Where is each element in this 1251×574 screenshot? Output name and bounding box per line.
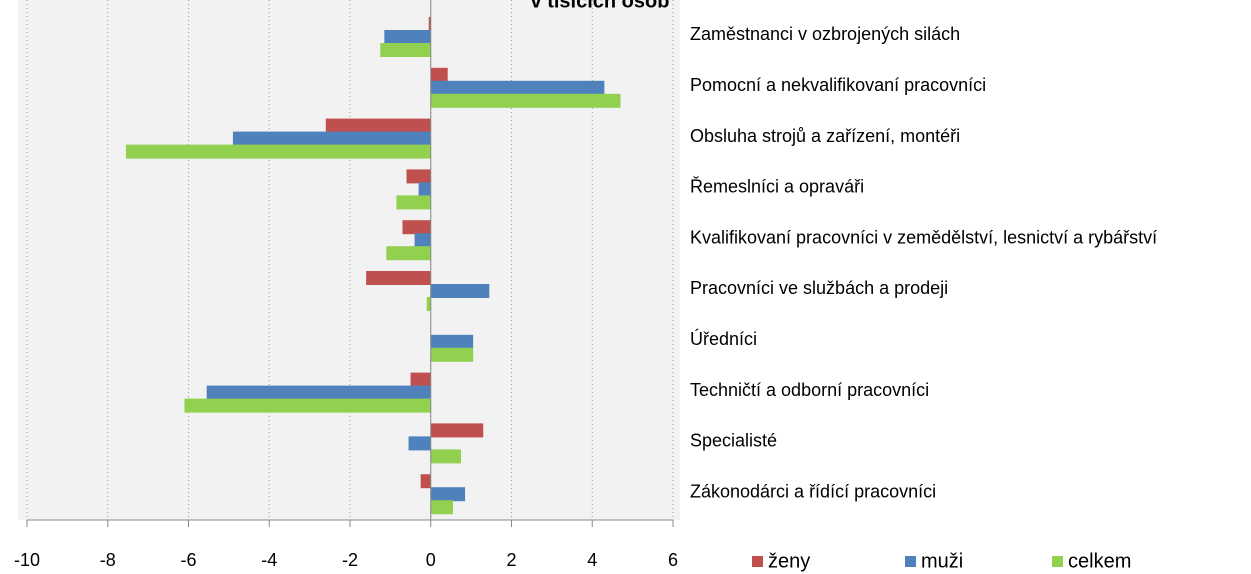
- bar: [406, 169, 431, 184]
- category-label: Obsluha strojů a zařízení, montéři: [690, 126, 960, 146]
- category-label: Úředníci: [690, 328, 757, 349]
- bar: [402, 220, 431, 235]
- x-tick-label: -10: [14, 550, 40, 570]
- bar: [430, 334, 474, 349]
- bar: [206, 385, 431, 400]
- category-label: Kvalifikovaní pracovníci v zemědělství, …: [690, 227, 1157, 247]
- legend-label: celkem: [1068, 550, 1131, 572]
- x-tick-label: 0: [426, 550, 436, 570]
- bar: [410, 372, 431, 387]
- x-tick-label: -6: [180, 550, 196, 570]
- category-label: Zaměstnanci v ozbrojených silách: [690, 24, 960, 44]
- x-tick-label: 4: [587, 550, 597, 570]
- x-tick-label: -4: [261, 550, 277, 570]
- plot-background: [18, 0, 680, 520]
- category-label: Pracovníci ve službách a prodeji: [690, 278, 948, 298]
- legend-swatch: [1052, 556, 1063, 567]
- bar: [430, 67, 448, 82]
- bar: [430, 500, 453, 515]
- category-label: Pomocní a nekvalifikovaní pracovníci: [690, 75, 986, 95]
- legend-swatch: [905, 556, 916, 567]
- x-tick-label: 2: [506, 550, 516, 570]
- bar: [325, 118, 431, 133]
- legend-swatch: [752, 556, 763, 567]
- bar: [418, 182, 431, 197]
- bar: [430, 284, 490, 298]
- bar: [414, 233, 431, 248]
- x-tick-label: -8: [100, 550, 116, 570]
- bar: [428, 17, 431, 31]
- bar: [184, 398, 431, 413]
- x-tick-label: -2: [342, 550, 358, 570]
- bar: [430, 347, 474, 362]
- category-label: Zákonodárci a řídící pracovníci: [690, 481, 936, 501]
- bar: [420, 474, 431, 489]
- legend-label: ženy: [768, 550, 810, 572]
- bar: [232, 131, 431, 146]
- category-label: Specialisté: [690, 431, 777, 451]
- bar: [426, 297, 431, 311]
- bar: [386, 246, 431, 261]
- category-label: Řemeslníci a opraváři: [690, 177, 864, 197]
- bar: [366, 271, 431, 285]
- bar: [396, 195, 431, 210]
- bar: [384, 30, 431, 44]
- bar: [125, 144, 431, 159]
- chart-title: v tisících osob: [531, 0, 670, 12]
- bar: [430, 449, 462, 464]
- bar: [430, 80, 605, 95]
- bar: [408, 436, 431, 451]
- bar: [430, 487, 466, 502]
- bar: [430, 93, 621, 108]
- category-label: Techničtí a odborní pracovníci: [690, 380, 929, 400]
- x-tick-label: 6: [668, 550, 678, 570]
- bar: [430, 423, 484, 438]
- legend-label: muži: [921, 550, 963, 572]
- bar: [380, 43, 431, 57]
